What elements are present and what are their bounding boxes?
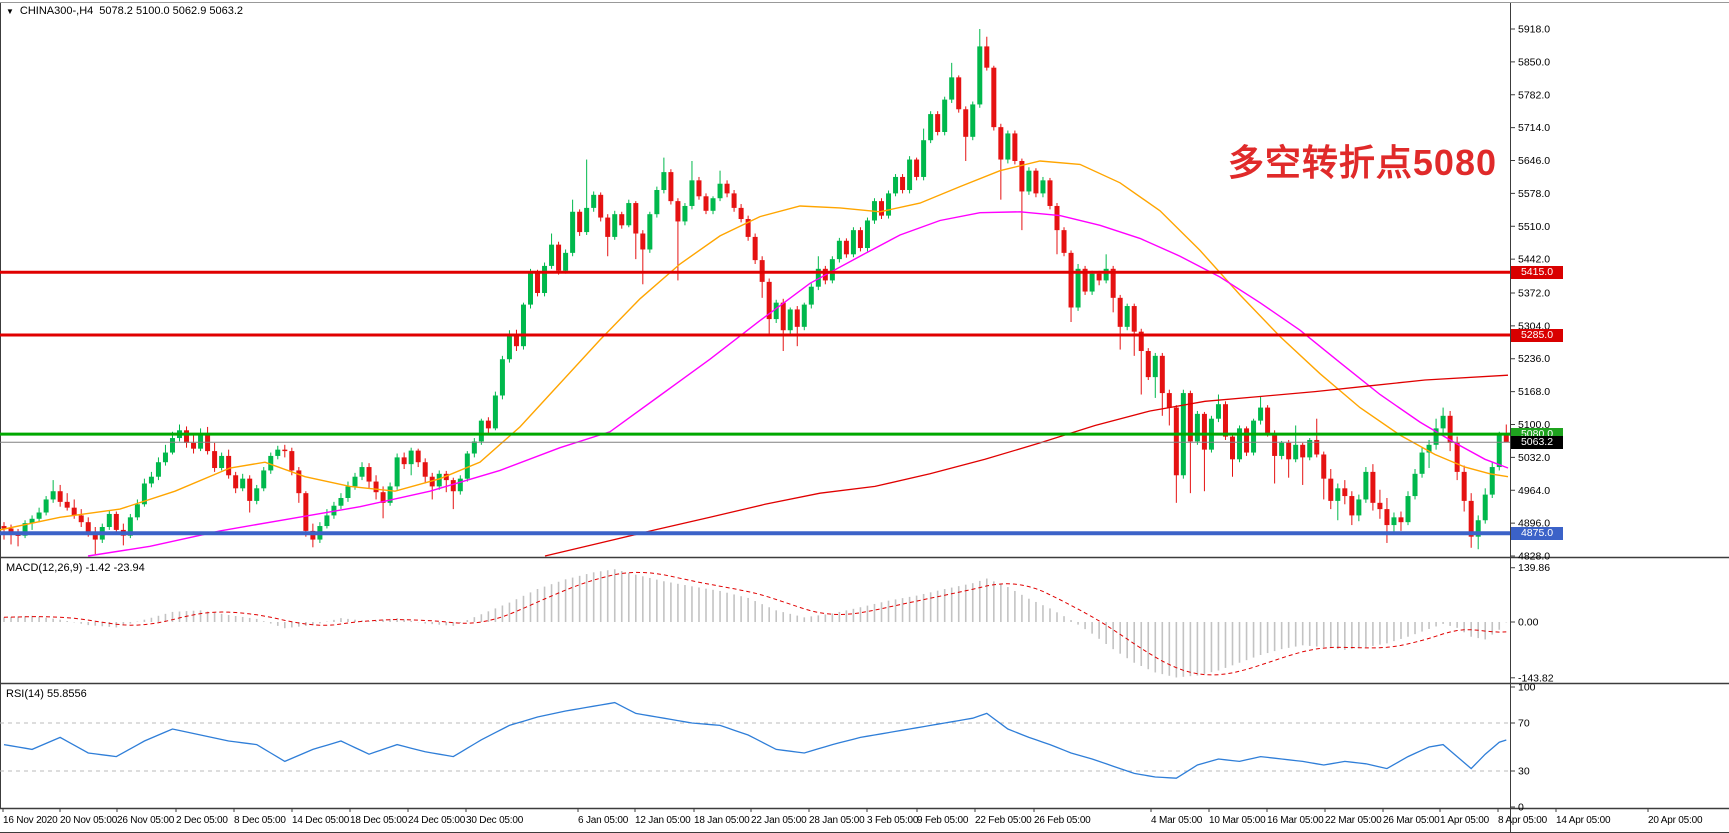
rsi-panel[interactable]: 100 70 30 0 [0, 682, 1536, 814]
symbol-title: CHINA300-,H4 [19, 5, 94, 17]
svg-text:5918.0: 5918.0 [1518, 24, 1550, 36]
svg-text:5850.0: 5850.0 [1518, 56, 1550, 68]
chart-annotation-text: 多空转折点5080 [1227, 142, 1497, 183]
macd-signal-line [3, 571, 1507, 676]
svg-text:5442.0: 5442.0 [1518, 254, 1550, 266]
svg-text:8 Dec 05:00: 8 Dec 05:00 [234, 815, 286, 826]
svg-text:24 Dec 05:00: 24 Dec 05:00 [408, 815, 466, 826]
svg-text:16 Nov 2020: 16 Nov 2020 [3, 815, 58, 826]
svg-text:4 Mar 05:00: 4 Mar 05:00 [1151, 815, 1203, 826]
candlesticks [1, 29, 1509, 555]
svg-text:5032.0: 5032.0 [1518, 452, 1550, 464]
symbol-dropdown-icon[interactable]: ▼ [6, 6, 14, 16]
macd-panel[interactable]: 139.86 0.00 -143.82 [3, 562, 1554, 684]
price-tag-4875.0: 4875.0 [1511, 526, 1563, 540]
svg-text:4964.0: 4964.0 [1518, 485, 1550, 497]
chart-title-bar: ▼ CHINA300-,H4 5078.2 5100.0 5062.9 5063… [6, 5, 243, 17]
svg-text:14 Dec 05:00: 14 Dec 05:00 [292, 815, 350, 826]
svg-text:30 Dec 05:00: 30 Dec 05:00 [466, 815, 524, 826]
svg-text:2 Dec 05:00: 2 Dec 05:00 [176, 815, 228, 826]
svg-text:0: 0 [1518, 802, 1524, 814]
svg-text:26 Nov 05:00: 26 Nov 05:00 [117, 815, 175, 826]
svg-text:12 Jan 05:00: 12 Jan 05:00 [635, 815, 691, 826]
ma-mid-magenta [87, 211, 1509, 557]
svg-text:5168.0: 5168.0 [1518, 386, 1550, 398]
svg-text:22 Jan 05:00: 22 Jan 05:00 [751, 815, 807, 826]
svg-text:22 Mar 05:00: 22 Mar 05:00 [1325, 815, 1382, 826]
ma-fast-orange [0, 160, 1509, 531]
svg-text:16 Mar 05:00: 16 Mar 05:00 [1267, 815, 1324, 826]
rsi-line [3, 701, 1507, 779]
svg-text:22 Feb 05:00: 22 Feb 05:00 [975, 815, 1032, 826]
svg-text:14 Apr 05:00: 14 Apr 05:00 [1556, 815, 1611, 826]
svg-text:9 Feb 05:00: 9 Feb 05:00 [917, 815, 969, 826]
svg-text:20 Nov 05:00: 20 Nov 05:00 [60, 815, 118, 826]
svg-text:139.86: 139.86 [1518, 562, 1550, 574]
svg-text:26 Feb 05:00: 26 Feb 05:00 [1034, 815, 1091, 826]
svg-text:5714.0: 5714.0 [1518, 122, 1550, 134]
svg-text:3 Feb 05:00: 3 Feb 05:00 [867, 815, 919, 826]
svg-text:4896.0: 4896.0 [1518, 518, 1550, 530]
price-tag-5285.0: 5285.0 [1511, 328, 1563, 342]
svg-text:70: 70 [1518, 718, 1530, 730]
ohlc-readout: 5078.2 5100.0 5062.9 5063.2 [99, 5, 244, 17]
svg-text:5782.0: 5782.0 [1518, 89, 1550, 101]
svg-text:20 Apr 05:00: 20 Apr 05:00 [1648, 815, 1703, 826]
svg-text:-143.82: -143.82 [1518, 672, 1554, 684]
svg-text:5578.0: 5578.0 [1518, 188, 1550, 200]
svg-text:8 Apr 05:00: 8 Apr 05:00 [1498, 815, 1548, 826]
price-tag-5063.2: 5063.2 [1511, 435, 1563, 449]
main-price-panel[interactable] [0, 29, 1510, 557]
svg-text:5372.0: 5372.0 [1518, 287, 1550, 299]
svg-text:30: 30 [1518, 766, 1530, 778]
svg-text:26 Mar 05:00: 26 Mar 05:00 [1383, 815, 1440, 826]
time-scale[interactable]: 16 Nov 2020 20 Nov 05:00 26 Nov 05:00 2 Dec… [2, 808, 1703, 826]
svg-text:0.00: 0.00 [1518, 617, 1539, 629]
svg-text:18 Dec 05:00: 18 Dec 05:00 [350, 815, 408, 826]
svg-text:1 Apr 05:00: 1 Apr 05:00 [1440, 815, 1490, 826]
svg-text:100: 100 [1518, 682, 1536, 694]
svg-text:18 Jan 05:00: 18 Jan 05:00 [694, 815, 750, 826]
price-scale[interactable]: 5918.0 5850.0 5782.0 5714.0 5646.0 5578.0 5510… [1510, 24, 1550, 563]
svg-text:5510.0: 5510.0 [1518, 221, 1550, 233]
macd-indicator-label: MACD(12,26,9) -1.42 -23.94 [6, 562, 145, 574]
ma-slow-red [544, 374, 1509, 557]
svg-text:10 Mar 05:00: 10 Mar 05:00 [1209, 815, 1266, 826]
svg-text:6 Jan 05:00: 6 Jan 05:00 [578, 815, 629, 826]
svg-text:4828.0: 4828.0 [1518, 551, 1550, 563]
svg-text:28 Jan 05:00: 28 Jan 05:00 [809, 815, 865, 826]
rsi-indicator-label: RSI(14) 55.8556 [6, 688, 87, 700]
svg-text:5236.0: 5236.0 [1518, 353, 1550, 365]
price-tag-5415.0: 5415.0 [1511, 265, 1563, 279]
svg-text:5646.0: 5646.0 [1518, 155, 1550, 167]
